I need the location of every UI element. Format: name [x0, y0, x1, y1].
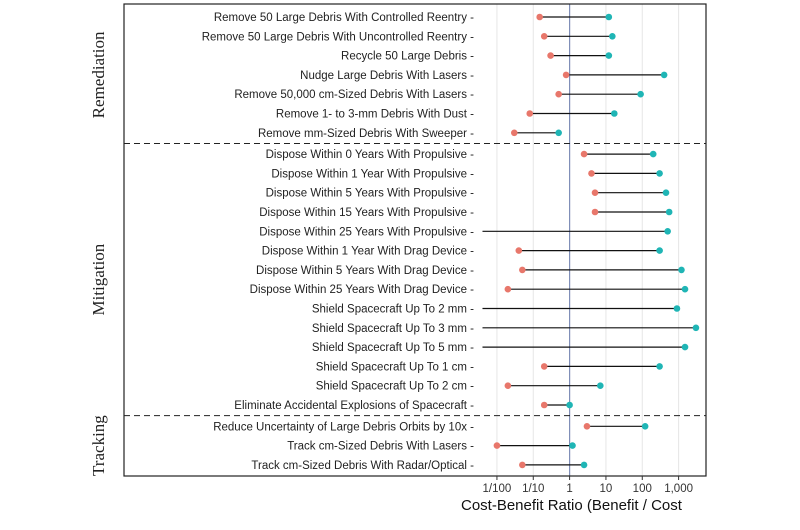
- row-label: Track cm-Sized Debris With Lasers -: [287, 441, 474, 453]
- low-point: [504, 285, 512, 293]
- row-label: Dispose Within 25 Years With Drag Device…: [250, 284, 475, 296]
- high-point: [656, 363, 663, 370]
- low-point: [504, 382, 512, 390]
- high-point: [555, 129, 562, 137]
- low-point: [536, 13, 543, 21]
- low-point: [515, 247, 523, 254]
- x-tick-label-3: 10: [600, 483, 613, 495]
- high-point: [656, 170, 663, 177]
- high-point: [665, 208, 673, 216]
- x-tick-label-2: 1: [566, 483, 572, 495]
- high-point: [580, 461, 588, 469]
- group-label-mitigation: Mitigation: [89, 243, 108, 315]
- row-label: Remove 50,000 cm-Sized Debris With Laser…: [234, 89, 474, 101]
- low-point: [555, 90, 562, 98]
- low-point: [588, 170, 595, 177]
- high-point: [681, 343, 689, 351]
- row-label: Dispose Within 15 Years With Propulsive …: [259, 207, 474, 219]
- high-point: [569, 442, 576, 449]
- low-point: [591, 208, 599, 216]
- group-layer: Remediation Mitigation Tracking: [89, 31, 108, 476]
- row-label: Dispose Within 0 Years With Propulsive -: [266, 149, 475, 161]
- row-label: Shield Spacecraft Up To 2 cm -: [316, 381, 474, 393]
- row-label: Shield Spacecraft Up To 3 mm -: [312, 323, 474, 335]
- low-point: [519, 266, 526, 274]
- low-point: [493, 442, 501, 449]
- high-point: [649, 150, 657, 158]
- high-point: [681, 285, 689, 293]
- row-label: Remove 50 Large Debris With Controlled R…: [214, 12, 474, 24]
- low-point: [510, 129, 518, 137]
- row-label: Remove mm-Sized Debris With Sweeper -: [258, 128, 474, 140]
- high-point: [605, 13, 613, 21]
- high-point: [662, 189, 670, 196]
- row-label: Eliminate Accidental Explosions of Space…: [234, 400, 474, 412]
- x-axis-title: Cost-Benefit Ratio (Benefit / Cost: [461, 497, 683, 514]
- low-point: [540, 401, 548, 409]
- row-layer: Remove 50 Large Debris With Controlled R…: [202, 12, 700, 472]
- row-label: Recycle 50 Large Debris -: [341, 51, 474, 63]
- high-point: [641, 423, 649, 430]
- high-point: [611, 110, 618, 117]
- row-label: Nudge Large Debris With Lasers -: [300, 70, 474, 82]
- x-tick-label-0: 1/100: [483, 483, 512, 495]
- low-point: [526, 110, 534, 117]
- row-label: Dispose Within 5 Years With Propulsive -: [266, 188, 475, 200]
- row-label: Shield Spacecraft Up To 2 mm -: [312, 304, 474, 316]
- high-point: [660, 71, 668, 79]
- high-point: [692, 324, 700, 332]
- row-label: Reduce Uncertainty of Large Debris Orbit…: [213, 421, 474, 433]
- row-label: Dispose Within 1 Year With Propulsive -: [271, 168, 474, 180]
- row-label: Dispose Within 5 Years With Drag Device …: [256, 265, 474, 277]
- grid-layer: [496, 4, 680, 476]
- row-label: Dispose Within 1 Year With Drag Device -: [262, 246, 474, 258]
- low-point: [580, 150, 588, 158]
- panel-frame: [123, 3, 707, 477]
- high-point: [678, 266, 685, 274]
- high-point: [656, 247, 663, 254]
- high-point: [597, 382, 604, 390]
- row-label: Shield Spacecraft Up To 1 cm -: [316, 361, 474, 373]
- row-label: Dispose Within 25 Years With Propulsive …: [259, 226, 474, 238]
- group-label-remediation: Remediation: [89, 31, 108, 118]
- row-label: Remove 50 Large Debris With Uncontrolled…: [202, 31, 474, 43]
- high-point: [566, 401, 573, 409]
- x-axis-ticks: 1/100 1/10 1 10 100 1,000: [483, 476, 693, 495]
- low-point: [562, 71, 570, 79]
- x-tick-label-1: 1/10: [522, 483, 544, 495]
- high-point: [609, 33, 616, 40]
- high-point: [664, 228, 671, 235]
- group-label-tracking: Tracking: [89, 415, 108, 476]
- frame-border: [123, 3, 707, 477]
- low-point: [583, 423, 591, 430]
- low-point: [540, 33, 548, 40]
- high-point: [673, 305, 681, 312]
- row-label: Shield Spacecraft Up To 5 mm -: [312, 342, 474, 354]
- low-point: [519, 461, 526, 469]
- x-tick-label-4: 100: [633, 483, 652, 495]
- high-point: [637, 90, 644, 98]
- low-point: [540, 363, 548, 370]
- low-point: [591, 189, 599, 196]
- row-label: Remove 1- to 3-mm Debris With Dust -: [276, 109, 474, 121]
- x-tick-label-5: 1,000: [664, 483, 693, 495]
- row-label: Track cm-Sized Debris With Radar/Optical…: [251, 460, 474, 472]
- high-point: [605, 52, 613, 59]
- low-point: [547, 52, 554, 59]
